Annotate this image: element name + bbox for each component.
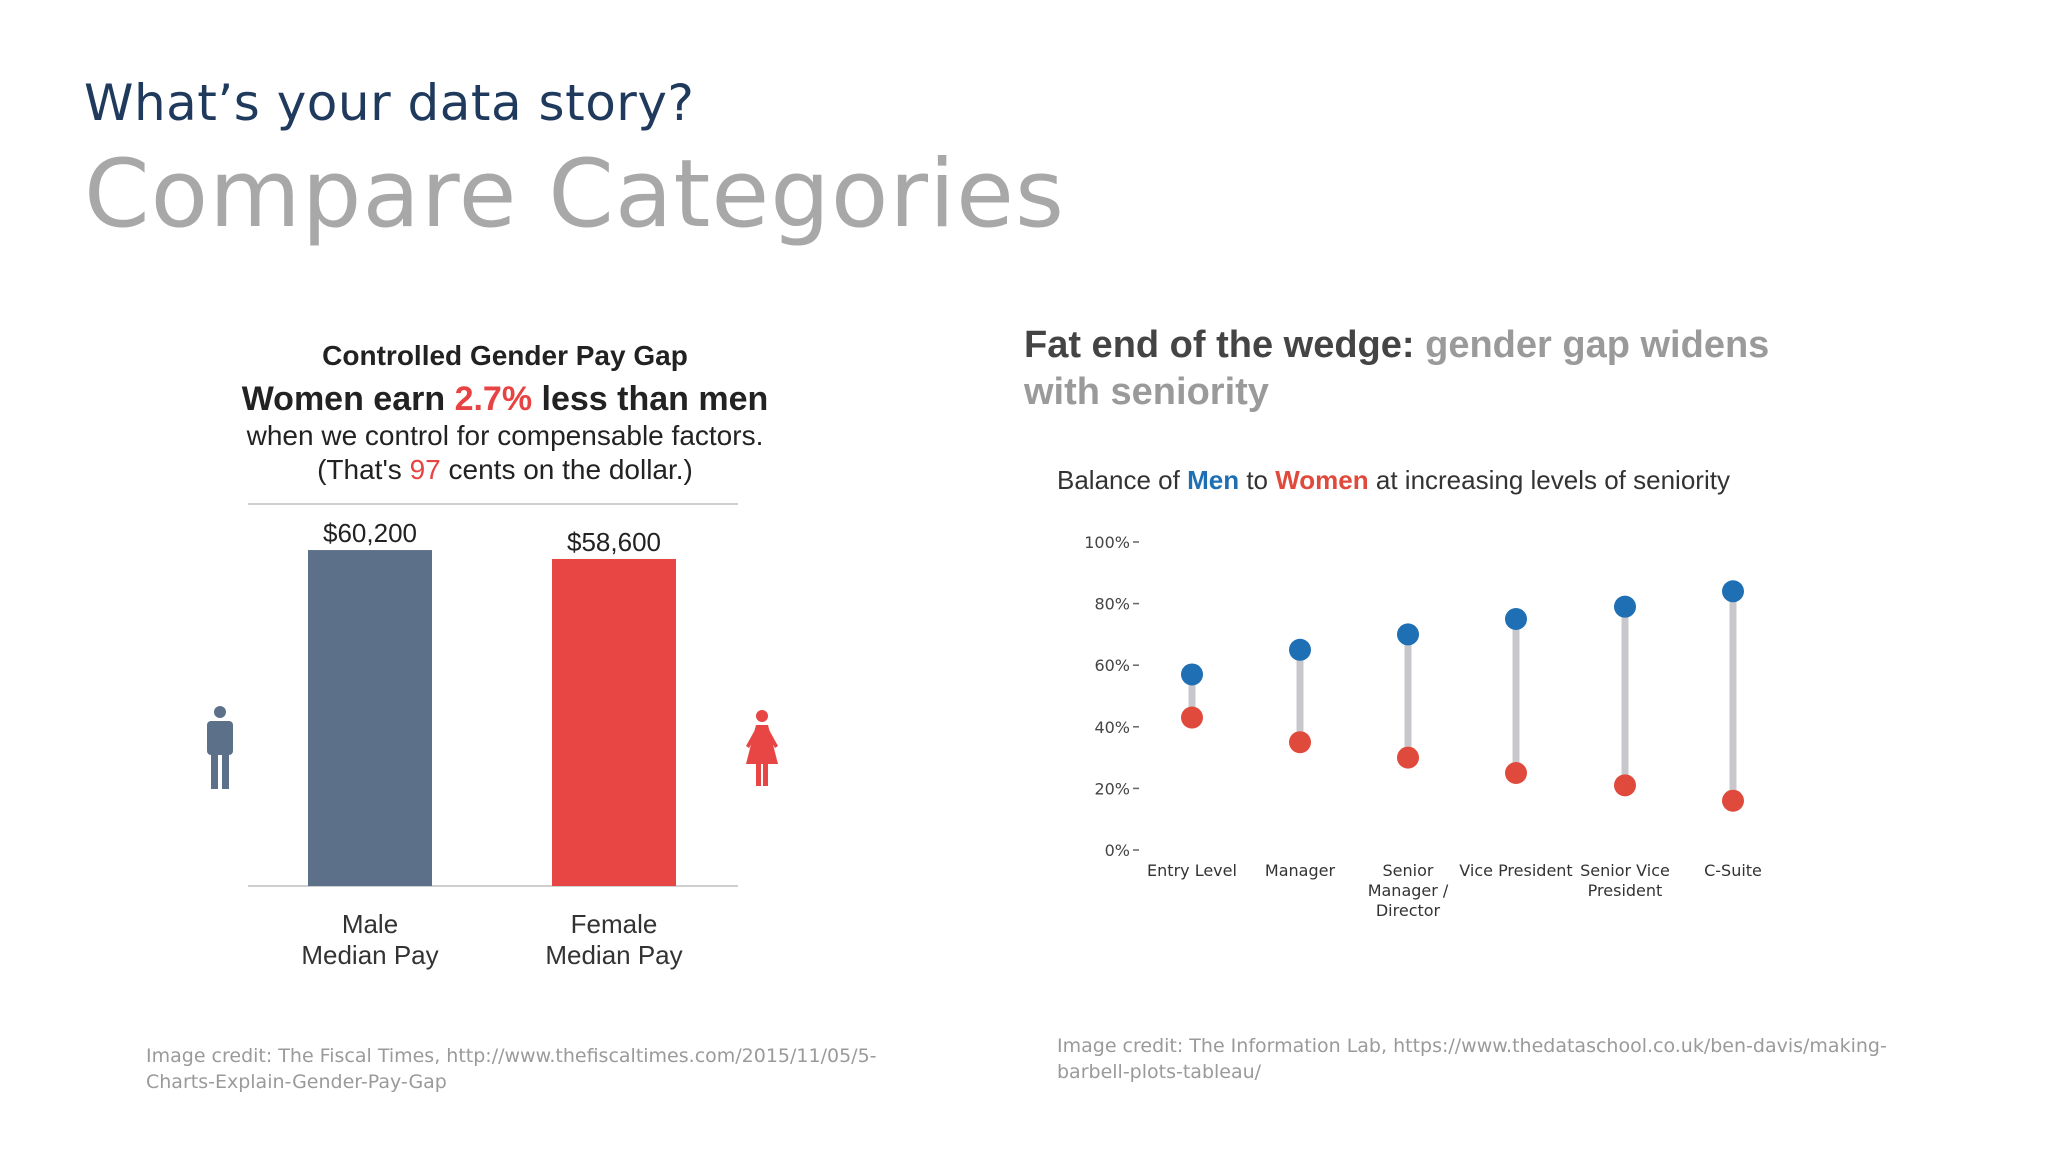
x-category-label: Vice President: [1459, 861, 1572, 880]
x-category-label: Senior Vice: [1580, 861, 1670, 880]
x-category-label: Senior: [1383, 861, 1434, 880]
x-category-label: President: [1588, 881, 1663, 900]
men-point: [1722, 580, 1744, 603]
subtitle-pre: Balance of: [1057, 465, 1188, 495]
y-tick-label: 0%: [1105, 841, 1130, 860]
y-tick-label: 40%: [1094, 718, 1130, 737]
women-point: [1181, 706, 1203, 729]
male-icon-body: [207, 721, 233, 755]
female-icon: [746, 710, 778, 786]
y-tick-label: 60%: [1094, 656, 1130, 675]
men-point: [1505, 608, 1527, 630]
pay-gap-cents: (That's 97 cents on the dollar.): [180, 454, 830, 486]
page-kicker: What’s your data story?: [84, 74, 695, 132]
pay-gap-cents-number: 97: [409, 454, 441, 485]
subtitle-men: Men: [1187, 465, 1240, 495]
pay-gap-headline: Women earn 2.7% less than men: [180, 380, 830, 419]
female-icon-head: [756, 710, 768, 722]
seniority-chart-subtitle: Balance of Men to Women at increasing le…: [1057, 465, 1730, 496]
y-tick-label: 20%: [1094, 779, 1130, 798]
pay-gap-note: when we control for compensable factors.: [246, 420, 764, 451]
male-icon: [207, 706, 233, 789]
page-headline: Compare Categories: [84, 140, 1065, 249]
category-label: Median Pay: [301, 940, 438, 970]
subtitle-mid: to: [1239, 465, 1276, 495]
men-point: [1397, 623, 1419, 646]
image-credit-right: Image credit: The Information Lab, https…: [1057, 1035, 1887, 1083]
bar-female: [552, 558, 676, 886]
y-tick-label: 80%: [1094, 595, 1130, 614]
y-tick-label: 100%: [1084, 533, 1130, 552]
pay-gap-headline-pre: Women earn: [241, 380, 455, 418]
pay-gap-cents-pre: (That's: [317, 454, 410, 485]
subtitle-post: at increasing levels of seniority: [1368, 465, 1730, 495]
women-point: [1397, 746, 1419, 769]
men-point: [1614, 595, 1636, 618]
x-category-label: Director: [1376, 901, 1441, 920]
seniority-barbell-plot: 0% 20% 40% 60% 80% 100% Entry Level Manager Seni…: [1084, 533, 1762, 920]
female-icon-arms: [746, 728, 778, 748]
pay-gap-chart: Controlled Gender Pay Gap Women earn 2.7…: [180, 330, 830, 990]
female-icon-leg: [763, 762, 768, 786]
male-icon-head: [214, 706, 226, 718]
women-point: [1722, 789, 1744, 812]
women-point: [1505, 762, 1527, 784]
bar-value-label: $60,200: [323, 518, 417, 548]
men-point: [1289, 638, 1311, 661]
seniority-title-grey: gender gap widens with seniority: [1024, 324, 1770, 413]
pay-gap-headline-post: less than men: [532, 380, 769, 418]
category-label: Median Pay: [545, 940, 682, 970]
female-icon-leg: [756, 762, 761, 786]
seniority-chart-title: Fat end of the wedge: gender gap widens …: [1024, 322, 1844, 416]
male-icon-leg: [211, 752, 218, 789]
x-category-label: C-Suite: [1704, 861, 1762, 880]
bar-value-label: $58,600: [567, 527, 661, 557]
women-point: [1289, 731, 1311, 754]
x-category-label: Manager: [1265, 861, 1336, 880]
pay-gap-cents-post: cents on the dollar.): [440, 454, 693, 485]
seniority-title-dark: Fat end of the wedge:: [1024, 324, 1426, 366]
bar-male: [308, 550, 432, 886]
men-point: [1181, 663, 1203, 686]
x-category-label: Entry Level: [1147, 861, 1237, 880]
image-credit-left: Image credit: The Fiscal Times, http://w…: [146, 1045, 877, 1093]
women-point: [1614, 774, 1636, 797]
male-icon-leg: [222, 752, 229, 789]
pay-gap-title: Controlled Gender Pay Gap: [322, 340, 688, 371]
category-label: Female: [571, 909, 658, 939]
pay-gap-percent: 2.7%: [454, 380, 533, 418]
category-label: Male: [342, 909, 398, 939]
x-category-label: Manager /: [1368, 881, 1449, 900]
subtitle-women: Women: [1275, 465, 1369, 495]
